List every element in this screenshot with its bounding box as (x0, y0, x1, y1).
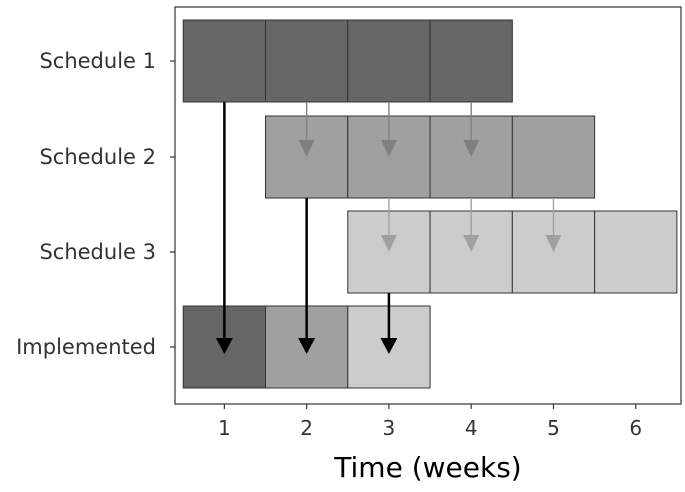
arrow-week-4-schedule-2 (463, 102, 480, 157)
arrow-week-1-implemented (215, 102, 233, 354)
arrow-head (215, 338, 233, 354)
bar-schedule-3-week-6 (594, 210, 678, 294)
x-axis-title: Time (weeks) (333, 451, 521, 484)
arrow-week-5-schedule-3 (545, 198, 562, 252)
y-tick-label: Schedule 2 (39, 145, 156, 169)
x-tick-label: 3 (383, 416, 396, 440)
bar-schedule-2-week-5 (511, 115, 596, 199)
x-tick-label: 5 (547, 416, 560, 440)
bar-schedule-1-week-4 (429, 19, 513, 103)
arrow-head (463, 140, 480, 157)
x-tick-label: 4 (465, 416, 478, 440)
arrow-head (380, 235, 397, 252)
arrow-head (545, 235, 562, 252)
x-axis: 1 2 3 4 5 6 (218, 404, 642, 440)
arrow-head (298, 140, 315, 157)
arrow-head (380, 140, 397, 157)
x-tick-label: 2 (300, 416, 313, 440)
arrow-week-3-schedule-3 (380, 198, 397, 252)
bar-schedule-1-week-2 (265, 19, 349, 103)
y-axis: Schedule 1 Schedule 2 Schedule 3 Implemente… (16, 49, 175, 359)
bar-schedule-1-week-3 (347, 19, 431, 103)
arrow-week-3-implemented (380, 293, 398, 354)
arrow-head (298, 338, 316, 354)
y-tick-label: Schedule 1 (39, 49, 156, 73)
arrows-layer (215, 102, 562, 354)
arrow-week-4-schedule-3 (463, 198, 480, 252)
bar-schedule-1-week-1 (182, 19, 267, 103)
x-tick-label: 1 (218, 416, 231, 440)
x-tick-label: 6 (629, 416, 642, 440)
arrow-head (380, 338, 398, 354)
arrow-week-2-schedule-2 (298, 102, 315, 157)
arrow-head (463, 235, 480, 252)
y-tick-label: Implemented (16, 335, 156, 359)
y-tick-label: Schedule 3 (39, 240, 156, 264)
arrow-week-3-schedule-2 (380, 102, 397, 157)
arrow-week-2-implemented (298, 198, 316, 354)
